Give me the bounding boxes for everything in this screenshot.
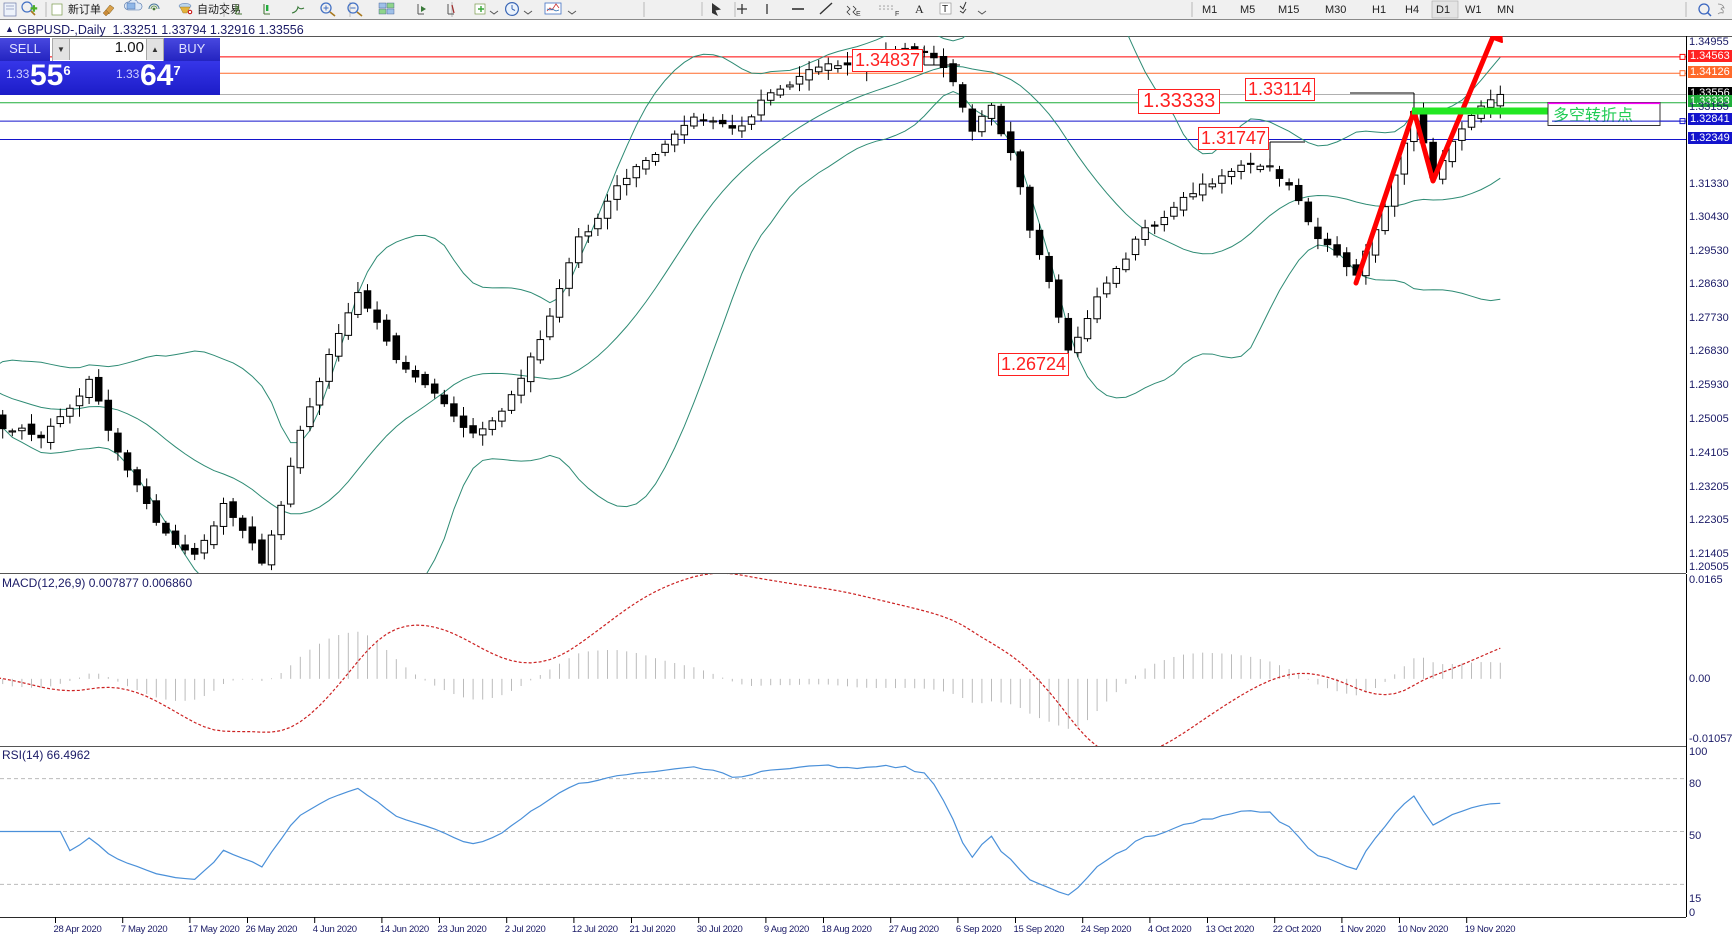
svg-text:T: T bbox=[942, 4, 948, 15]
svg-text:MN: MN bbox=[1497, 4, 1514, 16]
svg-text:H1: H1 bbox=[1372, 4, 1386, 16]
svg-text:M15: M15 bbox=[1278, 4, 1299, 16]
svg-text:E: E bbox=[856, 11, 861, 18]
svg-text:自动交易: 自动交易 bbox=[197, 2, 241, 16]
svg-text:A: A bbox=[915, 2, 924, 16]
svg-text:D1: D1 bbox=[1436, 4, 1450, 16]
svg-text:新订单: 新订单 bbox=[68, 2, 101, 16]
svg-text:M5: M5 bbox=[1240, 4, 1255, 16]
svg-text:H4: H4 bbox=[1405, 4, 1419, 16]
svg-text:M1: M1 bbox=[1202, 4, 1217, 16]
svg-text:W1: W1 bbox=[1465, 4, 1482, 16]
svg-text:F: F bbox=[895, 11, 899, 18]
svg-text:M30: M30 bbox=[1325, 4, 1346, 16]
